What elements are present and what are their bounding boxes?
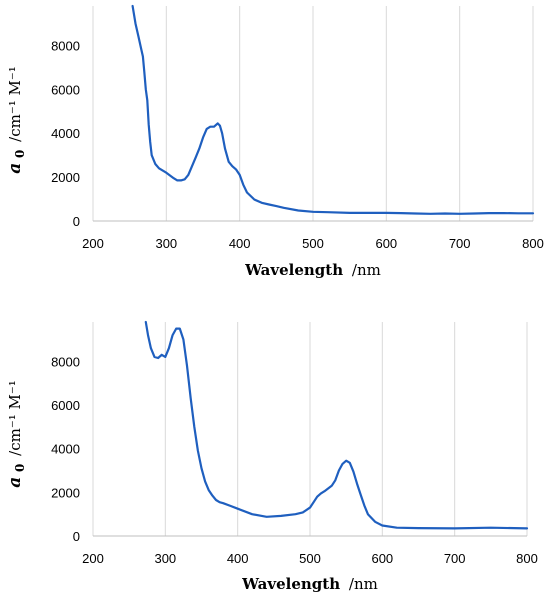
x-tick-label: 300: [155, 236, 177, 251]
y-tick-label: 8000: [51, 354, 80, 369]
gridlines: [92, 322, 528, 537]
y-tick-label: 0: [73, 529, 80, 544]
y-tick-label: 6000: [51, 82, 80, 97]
x-tick-label: 600: [371, 551, 393, 566]
x-tick-label: 500: [302, 236, 324, 251]
y-tick-labels: 0 2000 4000 6000 8000: [51, 38, 80, 229]
gridlines: [92, 6, 534, 222]
y-axis-title-unit: /cm⁻¹ M⁻¹: [6, 66, 24, 142]
x-tick-label: 400: [227, 551, 249, 566]
y-axis-title-unit: /cm⁻¹ M⁻¹: [6, 380, 24, 456]
x-tick-label: 800: [522, 236, 544, 251]
x-tick-label: 200: [82, 236, 104, 251]
chart-panel-bottom: 0 2000 4000 6000 8000 200 300 400 500 600 700 800 …: [0, 310, 550, 600]
x-axis-title: Wavelength /nm: [244, 261, 381, 279]
y-tick-label: 4000: [51, 126, 80, 141]
x-axis-title-unit: /nm: [349, 575, 378, 593]
absorbance-series-line: [144, 320, 529, 530]
x-tick-label: 500: [299, 551, 321, 566]
chart-panel-top: 0 2000 4000 6000 8000 200 300 400 500 600 700 800 …: [0, 0, 550, 290]
x-axis-title: Wavelength /nm: [241, 575, 378, 593]
y-tick-labels: 0 2000 4000 6000 8000: [51, 354, 80, 544]
y-tick-label: 2000: [51, 485, 80, 500]
x-axis-title-bold: Wavelength: [244, 261, 343, 279]
x-tick-label: 600: [375, 236, 397, 251]
y-tick-label: 6000: [51, 398, 80, 413]
x-tick-label: 700: [449, 236, 471, 251]
x-axis-title-unit: /nm: [352, 261, 381, 279]
absorbance-series-line: [131, 4, 535, 215]
y-axis-title-subscript: 0: [13, 150, 27, 158]
x-tick-labels: 200 300 400 500 600 700 800: [82, 236, 544, 251]
x-tick-labels: 200 300 400 500 600 700 800: [82, 551, 538, 566]
y-tick-label: 2000: [51, 170, 80, 185]
y-axis-title: a 0 /cm⁻¹ M⁻¹: [5, 380, 28, 488]
x-axis-title-bold: Wavelength: [241, 575, 340, 593]
x-tick-label: 300: [154, 551, 176, 566]
y-axis-title-symbol: a: [5, 477, 25, 488]
y-tick-label: 0: [73, 214, 80, 229]
y-axis-title-symbol: a: [5, 163, 25, 174]
x-tick-label: 200: [82, 551, 104, 566]
y-tick-label: 8000: [51, 38, 80, 53]
y-axis-title: a 0 /cm⁻¹ M⁻¹: [5, 66, 28, 174]
x-tick-label: 700: [444, 551, 466, 566]
x-tick-label: 400: [229, 236, 251, 251]
x-tick-label: 800: [516, 551, 538, 566]
y-tick-label: 4000: [51, 442, 80, 457]
y-axis-title-subscript: 0: [13, 464, 27, 472]
